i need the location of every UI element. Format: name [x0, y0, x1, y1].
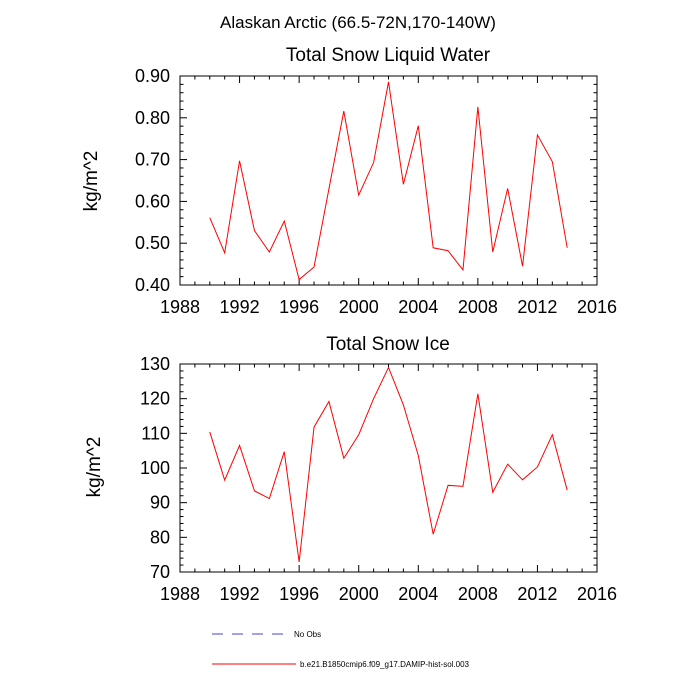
- figure-suptitle: Alaskan Arctic (66.5-72N,170-140W): [220, 13, 496, 32]
- y-tick-label: 110: [141, 423, 170, 443]
- y-tick-label: 0.90: [135, 66, 170, 86]
- y-tick-label: 130: [140, 354, 170, 374]
- series-line: [209, 81, 568, 281]
- x-tick-label: 2016: [577, 297, 617, 317]
- x-tick-label: 2004: [398, 584, 438, 604]
- legend-label-no-obs: No Obs: [294, 630, 321, 639]
- snow-liquid-water-panel: Total Snow Liquid Water kg/m^2 1988 1992 1…: [81, 45, 617, 317]
- y-tick-label: 80: [150, 527, 170, 547]
- x-tick-label: 2012: [517, 297, 557, 317]
- panel-title: Total Snow Ice: [326, 334, 450, 355]
- y-tick-label: 100: [140, 458, 170, 478]
- y-tick-label: 0.60: [135, 191, 170, 211]
- x-tick-label: 1988: [160, 297, 200, 317]
- y-tick-label: 0.70: [135, 150, 170, 170]
- x-tick-label: 2008: [458, 584, 498, 604]
- x-tick-label: 2004: [398, 297, 438, 317]
- y-tick-label: 0.50: [135, 233, 170, 253]
- plot-frame: [179, 363, 598, 573]
- x-tick-label: 2000: [339, 584, 379, 604]
- x-tick-label: 2008: [458, 297, 498, 317]
- series-line: [209, 366, 568, 563]
- x-tick-label: 1992: [220, 297, 260, 317]
- plot-frame: [179, 75, 598, 286]
- x-tick-label: 2000: [339, 297, 379, 317]
- y-tick-label: 90: [150, 493, 170, 513]
- legend: No Obs b.e21.B1850cmip6.f09_g17.DAMIP-hi…: [212, 630, 470, 669]
- x-tick-label: 1996: [279, 297, 319, 317]
- x-tick-label: 1996: [279, 584, 319, 604]
- x-tick-label: 2016: [577, 584, 617, 604]
- y-tick-label: 120: [140, 389, 170, 409]
- x-tick-label: 2012: [517, 584, 557, 604]
- y-axis-label: kg/m^2: [84, 437, 105, 498]
- y-tick-label: 70: [150, 562, 170, 582]
- legend-label-model-run: b.e21.B1850cmip6.f09_g17.DAMIP-hist-sol.…: [300, 660, 470, 669]
- y-tick-label: 0.80: [135, 108, 170, 128]
- panel-title: Total Snow Liquid Water: [286, 45, 491, 66]
- y-tick-label: 0.40: [135, 275, 170, 295]
- snow-ice-panel: Total Snow Ice kg/m^2 1988 1992 1996 2000 20…: [84, 334, 617, 604]
- y-axis-label: kg/m^2: [81, 151, 102, 212]
- x-tick-label: 1988: [160, 584, 200, 604]
- x-tick-label: 1992: [220, 584, 260, 604]
